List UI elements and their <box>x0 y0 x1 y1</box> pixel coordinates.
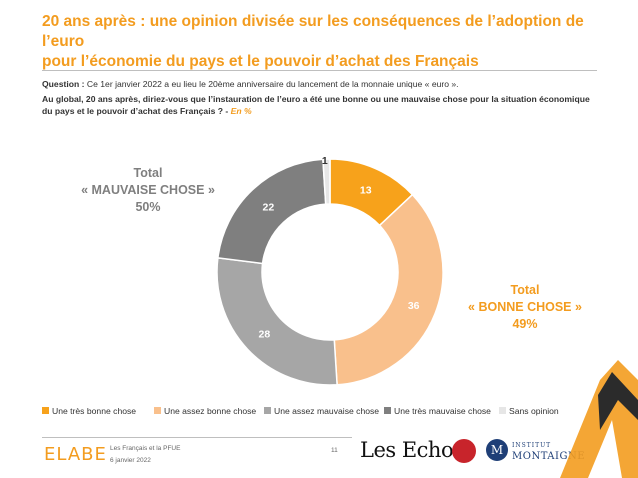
title-line-2: pour l’économie du pays et le pouvoir d’… <box>42 53 479 70</box>
donut-slice-2 <box>333 193 444 386</box>
institut-small: INSTITUT <box>512 442 552 449</box>
legend-item-3: Une assez mauvaise chose <box>264 406 379 416</box>
data-label-2: 36 <box>408 300 420 312</box>
corner-arrow-shape <box>560 360 638 478</box>
legend-item-5: Sans opinion <box>499 406 559 416</box>
top-divider <box>42 70 597 71</box>
partner-badge-icon <box>452 439 476 463</box>
legend-label-2: Une assez bonne chose <box>164 406 257 416</box>
data-label-4: 22 <box>263 201 275 213</box>
question-intro: Question : Ce 1er janvier 2022 a eu lieu… <box>42 78 602 90</box>
legend-label-3: Une assez mauvaise chose <box>274 406 380 416</box>
legend-swatch-3 <box>264 407 271 414</box>
footer-date: 6 janvier 2022 <box>110 457 151 464</box>
total-good-label: Total « BONNE CHOSE » 49% <box>440 282 610 333</box>
page-number: 11 <box>331 447 338 454</box>
legend-swatch-5 <box>499 407 506 414</box>
legend-label-4: Une très mauvaise chose <box>394 406 491 416</box>
question-label: Question : <box>42 79 85 89</box>
question-block: Question : Ce 1er janvier 2022 a eu lieu… <box>42 78 602 117</box>
institut-montaigne-logo: INSTITUT MONTAIGNE <box>512 440 585 462</box>
les-echos-logo: Les Echos <box>360 438 464 462</box>
donut-slice-5 <box>322 158 331 205</box>
data-label-1: 13 <box>360 184 372 196</box>
footer-text: Les Français et la PFUE 6 janvier 2022 <box>110 443 180 467</box>
elabe-logo: ELABE <box>44 444 107 465</box>
total-bad-line2: « MAUVAISE CHOSE » <box>81 183 215 197</box>
question-unit: En % <box>230 106 252 116</box>
donut-labels: 13 36 28 22 1 <box>259 155 420 341</box>
total-bad-value: 50% <box>135 200 161 214</box>
legend-item-2: Une assez bonne chose <box>154 406 256 416</box>
title-line-1: 20 ans après : une opinion divisée sur l… <box>42 13 584 50</box>
legend-swatch-2 <box>154 407 161 414</box>
total-good-line2: « BONNE CHOSE » <box>468 300 582 314</box>
footer-study-name: Les Français et la PFUE <box>110 445 181 452</box>
total-good-value: 49% <box>512 317 538 331</box>
institut-montaigne-icon: M <box>486 439 508 461</box>
footer-divider <box>42 437 352 438</box>
legend-label-1: Une très bonne chose <box>52 406 137 416</box>
donut-slices <box>216 158 444 386</box>
legend-item-4: Une très mauvaise chose <box>384 406 491 416</box>
question-text-2: Au global, 20 ans après, diriez-vous que… <box>42 94 590 116</box>
total-bad-label: Total « MAUVAISE CHOSE » 50% <box>68 165 228 216</box>
legend-item-1: Une très bonne chose <box>42 406 136 416</box>
chart-legend: Une très bonne chose Une assez bonne chos… <box>42 406 602 420</box>
corner-arrow-shadow <box>598 372 638 430</box>
total-bad-line1: Total <box>133 166 163 180</box>
page-title: 20 ans après : une opinion divisée sur l… <box>42 12 602 72</box>
donut-slice-3 <box>216 256 338 386</box>
question-text: Ce 1er janvier 2022 a eu lieu le 20ème a… <box>84 79 459 89</box>
legend-swatch-4 <box>384 407 391 414</box>
legend-swatch-1 <box>42 407 49 414</box>
question-main: Au global, 20 ans après, diriez-vous que… <box>42 93 602 117</box>
legend-label-5: Sans opinion <box>509 406 559 416</box>
institut-big: MONTAIGNE <box>512 451 586 462</box>
total-good-line1: Total <box>510 283 540 297</box>
data-label-3: 28 <box>259 329 271 341</box>
data-label-5: 1 <box>322 155 328 167</box>
